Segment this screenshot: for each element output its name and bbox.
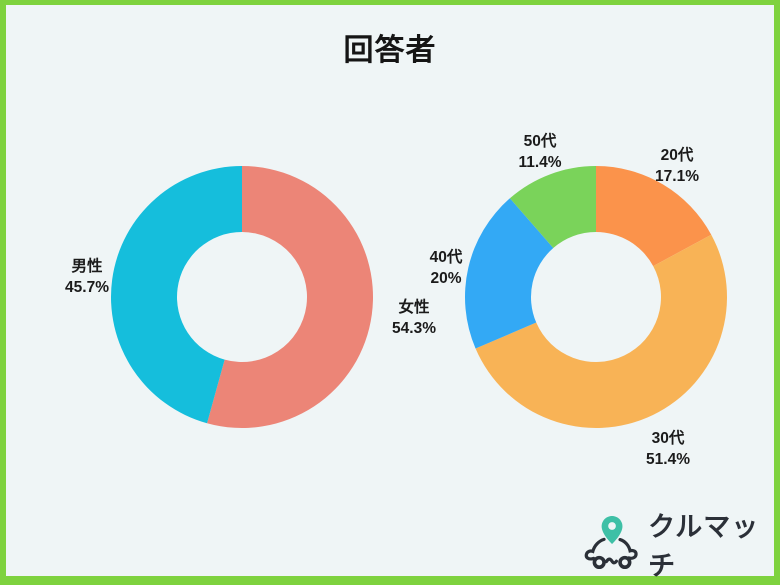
slice-label-30s-pct: 51.4% [646, 451, 690, 468]
gender-donut-chart [111, 166, 374, 429]
slice-label-female-pct: 54.3% [392, 320, 436, 337]
donut-slice-女性 [207, 166, 374, 429]
page-title: 回答者 [343, 34, 437, 67]
slice-label-male-pct: 45.7% [65, 279, 109, 296]
slice-label-40s: 40代 20% [430, 247, 463, 289]
slice-label-30s: 30代 51.4% [646, 428, 690, 470]
donut-slice-40代 [465, 198, 554, 349]
donut-slice-50代 [509, 166, 596, 249]
brand-logo-text: クルマッチ [648, 512, 760, 581]
brand-logo: クルマッチ [584, 505, 774, 583]
age-donut-chart [465, 166, 728, 429]
slice-label-20s: 20代 17.1% [655, 145, 699, 187]
slice-label-male-name: 男性 [71, 258, 103, 275]
slice-label-40s-name: 40代 [429, 249, 463, 266]
donut-slice-20代 [596, 166, 712, 267]
slice-label-40s-pct: 20% [430, 270, 462, 287]
slice-label-male: 男性 45.7% [65, 256, 109, 298]
slice-label-female-name: 女性 [398, 299, 430, 316]
slice-label-50s-name: 50代 [523, 133, 557, 150]
slice-label-30s-name: 30代 [651, 430, 685, 447]
slice-label-50s-pct: 11.4% [518, 154, 562, 171]
donut-slice-男性 [111, 166, 242, 424]
slice-label-20s-name: 20代 [660, 147, 694, 164]
donut-slice-30代 [475, 234, 728, 429]
slice-label-female: 女性 54.3% [392, 297, 436, 339]
slice-label-50s: 50代 11.4% [518, 131, 561, 173]
car-pin-icon [584, 515, 638, 570]
slice-label-20s-pct: 17.1% [655, 168, 699, 185]
